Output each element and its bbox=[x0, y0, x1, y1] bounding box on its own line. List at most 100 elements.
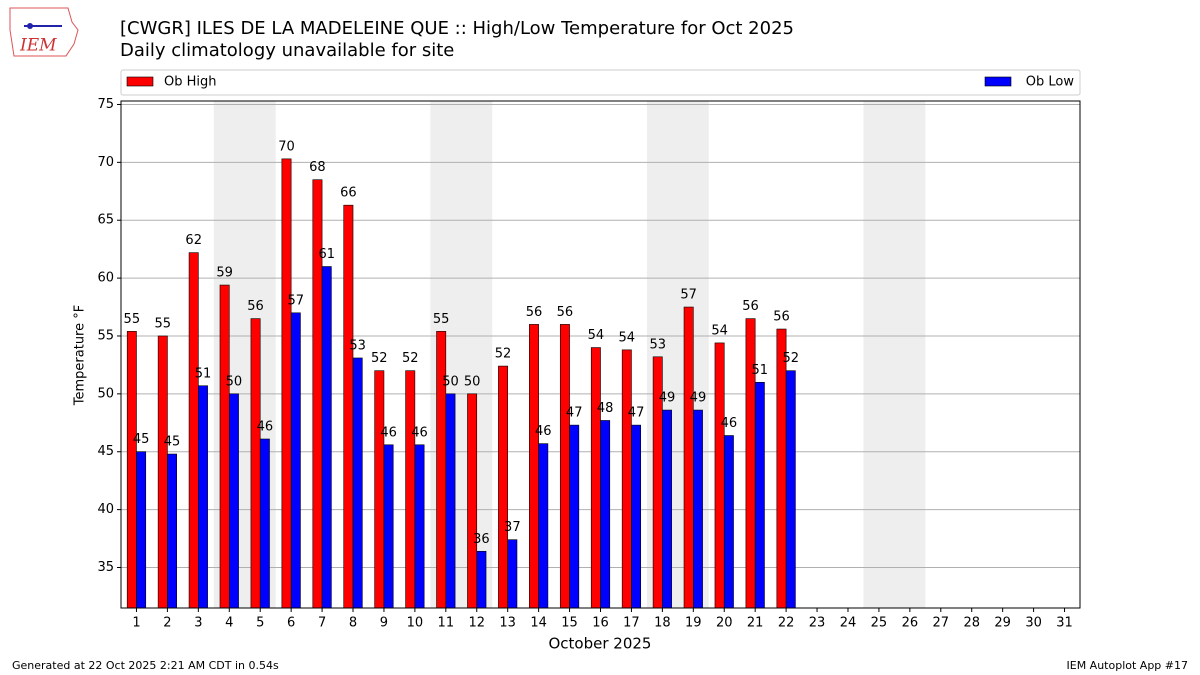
bar bbox=[188, 252, 199, 609]
data-label: 47 bbox=[566, 406, 583, 421]
x-tick-label: 18 bbox=[654, 616, 671, 631]
logo-dot bbox=[27, 23, 33, 29]
data-label: 37 bbox=[504, 520, 521, 535]
data-label: 50 bbox=[464, 374, 481, 389]
bar bbox=[352, 357, 363, 609]
data-label: 46 bbox=[380, 425, 397, 440]
data-label: 46 bbox=[535, 424, 552, 439]
data-label: 51 bbox=[752, 363, 769, 378]
data-label: 56 bbox=[773, 310, 790, 325]
logo-text: IEM bbox=[19, 36, 57, 56]
bar bbox=[198, 385, 208, 609]
x-tick-label: 4 bbox=[225, 616, 233, 631]
bar bbox=[290, 312, 301, 609]
bar bbox=[507, 539, 518, 609]
bar bbox=[529, 324, 539, 609]
data-label: 49 bbox=[690, 391, 707, 406]
x-tick-label: 8 bbox=[349, 616, 357, 631]
data-label: 61 bbox=[318, 247, 335, 262]
data-label: 66 bbox=[340, 186, 357, 201]
x-tick-label: 5 bbox=[256, 616, 264, 631]
bar bbox=[476, 550, 487, 609]
bar bbox=[785, 370, 796, 609]
x-tick-label: 2 bbox=[163, 616, 171, 631]
x-tick-label: 24 bbox=[840, 616, 857, 631]
data-label: 56 bbox=[742, 299, 759, 314]
weekend-band bbox=[863, 101, 926, 608]
data-label: 54 bbox=[619, 330, 636, 345]
data-label: 36 bbox=[473, 532, 490, 547]
x-tick-label: 14 bbox=[530, 616, 547, 631]
x-tick-label: 23 bbox=[809, 616, 826, 631]
x-tick-label: 6 bbox=[287, 616, 295, 631]
x-tick-label: 11 bbox=[438, 616, 455, 631]
bar bbox=[467, 393, 478, 609]
x-tick-label: 1 bbox=[132, 616, 140, 631]
data-label: 70 bbox=[278, 139, 295, 154]
bar bbox=[219, 284, 230, 609]
x-tick-label: 26 bbox=[902, 616, 919, 631]
data-label: 45 bbox=[133, 432, 150, 447]
bar bbox=[600, 420, 611, 609]
y-tick-label: 50 bbox=[97, 386, 114, 401]
data-label: 45 bbox=[164, 435, 181, 450]
x-tick-label: 3 bbox=[194, 616, 202, 631]
y-axis-label: Temperature °F bbox=[73, 305, 88, 406]
x-tick-label: 20 bbox=[716, 616, 733, 631]
x-tick-label: 17 bbox=[623, 616, 640, 631]
y-tick-label: 70 bbox=[97, 155, 114, 170]
data-label: 53 bbox=[649, 337, 666, 352]
bar bbox=[126, 331, 137, 609]
footer-left: Generated at 22 Oct 2025 2:21 AM CDT in … bbox=[12, 659, 279, 672]
x-tick-label: 28 bbox=[963, 616, 980, 631]
y-tick-label: 65 bbox=[97, 213, 114, 228]
y-tick-label: 55 bbox=[97, 328, 114, 343]
y-tick-label: 35 bbox=[97, 560, 114, 575]
bar bbox=[662, 409, 672, 609]
x-tick-label: 7 bbox=[318, 616, 326, 631]
bar bbox=[250, 318, 261, 609]
bar bbox=[621, 349, 632, 609]
data-label: 54 bbox=[711, 323, 728, 338]
bar bbox=[754, 381, 765, 609]
x-tick-label: 9 bbox=[380, 616, 388, 631]
x-tick-label: 27 bbox=[933, 616, 950, 631]
bar bbox=[374, 370, 385, 609]
x-tick-label: 19 bbox=[685, 616, 702, 631]
data-label: 48 bbox=[597, 401, 614, 416]
bar bbox=[776, 328, 787, 609]
data-label: 68 bbox=[309, 160, 326, 175]
plot-frame bbox=[120, 100, 1081, 609]
x-tick-label: 16 bbox=[592, 616, 609, 631]
x-tick-label: 15 bbox=[561, 616, 578, 631]
bar bbox=[136, 451, 147, 609]
legend-label: Ob Low bbox=[1026, 75, 1075, 90]
data-label: 54 bbox=[588, 328, 605, 343]
x-axis-label: October 2025 bbox=[549, 635, 652, 653]
data-label: 46 bbox=[411, 425, 428, 440]
legend-box bbox=[120, 69, 1081, 96]
bar bbox=[414, 444, 425, 609]
chart-title: [CWGR] ILES DE LA MADELEINE QUE :: High/… bbox=[120, 18, 794, 39]
bar bbox=[723, 435, 734, 609]
bar bbox=[631, 424, 642, 609]
chart-subtitle: Daily climatology unavailable for site bbox=[120, 40, 454, 61]
data-label: 57 bbox=[288, 293, 305, 308]
x-tick-label: 10 bbox=[407, 616, 424, 631]
data-label: 53 bbox=[349, 338, 366, 353]
data-label: 59 bbox=[216, 266, 233, 281]
x-tick-label: 13 bbox=[499, 616, 516, 631]
bar bbox=[436, 331, 447, 609]
bar bbox=[167, 453, 177, 609]
data-label: 55 bbox=[154, 316, 171, 331]
data-label: 51 bbox=[195, 366, 212, 381]
data-label: 55 bbox=[124, 312, 141, 327]
data-label: 52 bbox=[371, 351, 388, 366]
y-tick-label: 60 bbox=[97, 271, 114, 286]
bar bbox=[321, 266, 332, 609]
legend-swatch bbox=[984, 76, 1012, 87]
bar bbox=[445, 393, 456, 609]
bar bbox=[281, 158, 292, 609]
bar bbox=[405, 370, 416, 609]
